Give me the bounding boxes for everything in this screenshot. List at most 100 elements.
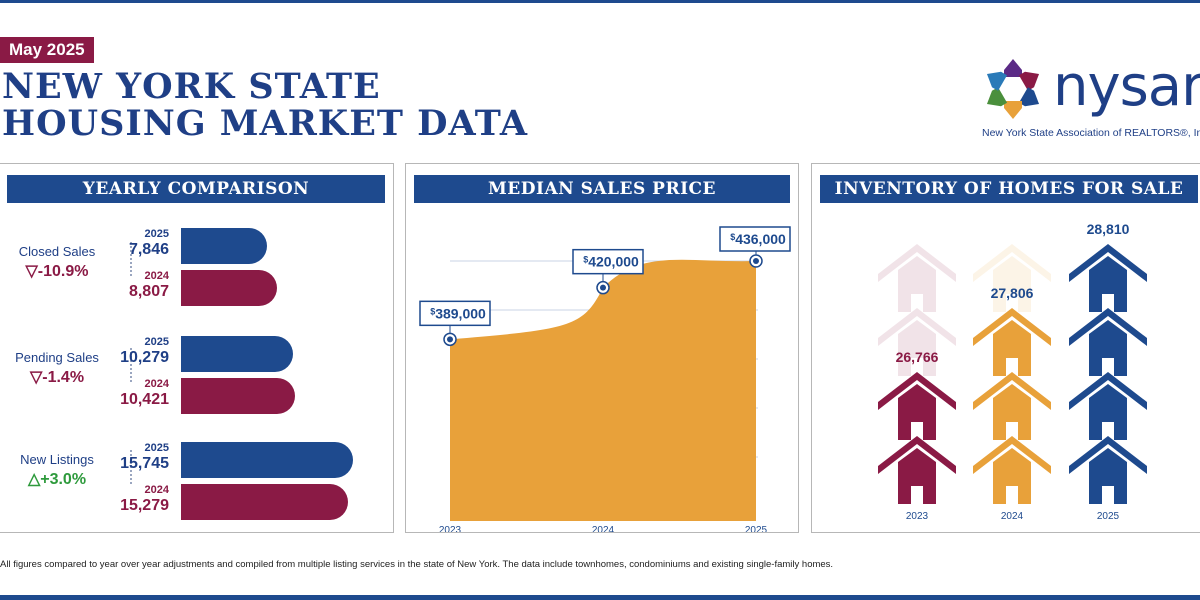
bar-value-label: 8,807	[128, 283, 169, 300]
metric-change: △+3.0%	[27, 471, 87, 488]
inventory-value-label: 28,810	[1087, 221, 1130, 237]
x-tick-label: 2024	[592, 525, 615, 532]
series-year-label: 2025	[144, 228, 169, 240]
x-tick-label: 2025	[745, 525, 768, 532]
inventory-house-ghost-icon	[993, 256, 1031, 312]
inventory-value-label: 27,806	[991, 285, 1034, 301]
inventory-house-icon	[993, 384, 1031, 440]
yearly-comparison-title: YEARLY COMPARISON	[7, 175, 385, 203]
inventory-panel: INVENTORY OF HOMES FOR SALE 26,766 2023 27…	[811, 163, 1200, 533]
inventory-title: INVENTORY OF HOMES FOR SALE	[820, 175, 1198, 203]
inventory-house-icon	[898, 448, 936, 504]
series-year-label: 2025	[144, 442, 169, 454]
inventory-house-icon-roof	[878, 372, 956, 410]
inventory-house-icon-roof	[973, 308, 1051, 346]
logo-house-icon	[986, 71, 1008, 91]
bar-value-label: 15,745	[120, 455, 169, 472]
logo-house-icon	[1018, 71, 1040, 91]
inventory-house-chart: 26,766 2023 27,806 2024 28,810 2025	[878, 221, 1147, 522]
inventory-house-icon-roof	[1069, 372, 1147, 410]
inventory-house-icon	[898, 384, 936, 440]
comparison-bar	[181, 228, 267, 264]
median-sales-price-title: MEDIAN SALES PRICE	[414, 175, 790, 203]
bottom-rule	[0, 595, 1200, 600]
date-badge: May 2025	[0, 37, 94, 63]
inventory-house-ghost-icon	[898, 256, 936, 312]
inventory-value-label: 26,766	[896, 349, 939, 365]
metric-change: ▽-1.4%	[29, 369, 85, 386]
comparison-bar	[181, 484, 349, 520]
price-point	[447, 336, 453, 343]
inventory-house-icon-roof	[1069, 244, 1147, 282]
logo-subtitle: New York State Association of REALTORS®,…	[982, 127, 1200, 139]
currency-symbol: $	[430, 306, 435, 316]
logo-text: nysar	[1053, 54, 1200, 119]
top-rule	[0, 0, 1200, 3]
x-tick-label: 2024	[1001, 511, 1024, 522]
row-divider	[130, 242, 132, 276]
inventory-house-icon-roof	[1069, 436, 1147, 474]
inventory-house-icon	[1089, 256, 1127, 312]
inventory-house-icon-roof	[973, 436, 1051, 474]
price-value-text: 436,000	[735, 231, 786, 247]
comparison-bar	[181, 442, 354, 478]
series-year-label: 2024	[144, 270, 169, 282]
x-tick-label: 2025	[1097, 511, 1120, 522]
median-price-area-chart: $389,000 2023 $420,000 2024 $436,000 2025	[419, 226, 791, 532]
inventory-house-ghost-icon	[898, 320, 936, 376]
logo-house-icon	[1018, 87, 1040, 107]
x-tick-label: 2023	[439, 525, 462, 532]
inventory-house-ghost-icon-roof	[878, 308, 956, 346]
price-value-label: $389,000	[430, 305, 486, 321]
yearly-comparison-panel: YEARLY COMPARISON Closed Sales ▽-10.9% 202…	[0, 163, 394, 533]
inventory-house-icon	[993, 320, 1031, 376]
median-sales-price-panel: MEDIAN SALES PRICE $389,000 2023 $420,000 2…	[405, 163, 799, 533]
price-value-label: $436,000	[730, 231, 786, 247]
page-title: NEW YORK STATE HOUSING MARKET DATA	[2, 68, 562, 142]
price-value-label: $420,000	[583, 254, 639, 270]
bar-value-label: 10,279	[120, 349, 169, 366]
footnote: All figures compared to year over year a…	[0, 559, 834, 570]
price-callout-box	[719, 226, 791, 252]
metric-label: Closed Sales	[18, 244, 96, 259]
inventory-house-ghost-icon-roof	[973, 244, 1051, 282]
bar-value-label: 7,846	[128, 241, 169, 258]
inventory-house-icon	[1089, 384, 1127, 440]
inventory-house-icon	[1089, 320, 1127, 376]
price-callout-box	[419, 300, 491, 327]
price-value-text: 420,000	[588, 254, 639, 270]
logo-house-icon	[986, 87, 1008, 107]
row-divider	[130, 348, 132, 382]
comparison-bar	[181, 336, 294, 372]
x-tick-label: 2023	[906, 511, 929, 522]
inventory-house-icon-roof	[878, 436, 956, 474]
inventory-house-icon-roof	[973, 372, 1051, 410]
inventory-house-icon	[993, 448, 1031, 504]
logo-house-icon	[1004, 59, 1022, 77]
series-year-label: 2024	[144, 378, 169, 390]
series-year-label: 2025	[144, 336, 169, 348]
comparison-bar	[181, 270, 278, 306]
price-point	[753, 258, 759, 264]
title-line-2: HOUSING MARKET DATA	[2, 103, 528, 144]
price-point	[600, 284, 606, 291]
price-value-text: 389,000	[435, 305, 486, 321]
inventory-house-icon-roof	[1069, 308, 1147, 346]
inventory-house-ghost-icon-roof	[878, 244, 956, 282]
metric-label: New Listings	[20, 452, 94, 467]
bar-value-label: 15,279	[120, 497, 169, 514]
nysar-logo: nysar New York State Association of REAL…	[980, 55, 1200, 145]
price-area	[450, 259, 756, 521]
currency-symbol: $	[583, 255, 588, 265]
logo-house-icon	[1004, 101, 1022, 119]
currency-symbol: $	[730, 232, 735, 242]
series-year-label: 2024	[144, 484, 169, 496]
metric-label: Pending Sales	[15, 350, 99, 365]
metric-change: ▽-10.9%	[25, 263, 89, 280]
price-callout-box	[572, 248, 644, 275]
title-line-1: NEW YORK STATE	[2, 66, 381, 107]
inventory-house-icon	[1089, 448, 1127, 504]
house-ring-logo-icon	[986, 59, 1040, 119]
comparison-bar	[181, 378, 295, 414]
row-divider	[130, 450, 132, 484]
